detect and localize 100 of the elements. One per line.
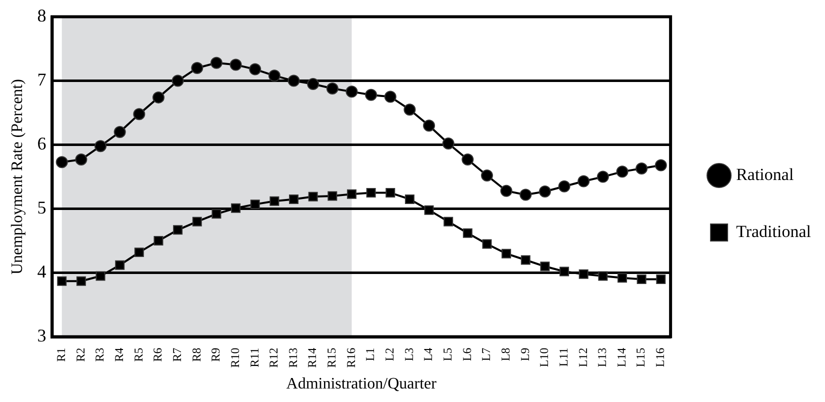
point <box>596 170 609 183</box>
point <box>500 184 512 197</box>
point <box>94 140 107 152</box>
point <box>560 266 570 276</box>
x-tick-label: R11 <box>247 348 262 368</box>
point <box>76 276 86 286</box>
point <box>231 203 241 213</box>
legend-label: Rational <box>736 164 794 184</box>
point <box>249 63 262 76</box>
point <box>520 188 532 201</box>
x-axis-title: Administration/Quarter <box>286 376 438 393</box>
x-tick-label: R14 <box>305 348 320 368</box>
x-tick-label: L1 <box>363 348 378 362</box>
y-tick-label: 3 <box>37 326 46 346</box>
x-tick-label: L4 <box>421 348 436 362</box>
x-tick-label: L14 <box>614 348 628 368</box>
x-tick-label: R10 <box>228 348 242 368</box>
point <box>210 56 222 69</box>
point <box>520 255 530 265</box>
x-tick-label: L7 <box>479 348 494 362</box>
point <box>152 91 164 104</box>
point <box>250 200 260 210</box>
point <box>636 162 648 174</box>
x-tick-label: R2 <box>73 348 88 362</box>
point <box>502 248 512 258</box>
point <box>307 78 320 90</box>
y-tick-label: 4 <box>37 262 46 282</box>
x-tick-label: L9 <box>518 348 532 362</box>
x-tick-label: R5 <box>131 348 146 362</box>
point <box>480 170 493 182</box>
point <box>75 154 88 166</box>
y-tick-label: 7 <box>37 70 46 90</box>
point <box>346 189 356 199</box>
point <box>172 74 184 87</box>
x-tick-label: R15 <box>324 348 339 368</box>
point <box>289 194 298 204</box>
point <box>365 88 378 101</box>
point <box>134 248 144 258</box>
point <box>133 108 146 120</box>
point <box>462 228 472 238</box>
point <box>230 58 242 71</box>
point <box>96 271 106 281</box>
y-tick-label: 5 <box>37 198 46 218</box>
point <box>192 216 202 226</box>
point <box>212 209 222 219</box>
point <box>386 188 396 198</box>
x-tick-label: R7 <box>170 348 184 362</box>
x-tick-label: L15 <box>634 348 648 368</box>
x-tick-label: R3 <box>92 348 107 362</box>
point <box>442 138 454 150</box>
x-tick-label: R8 <box>189 348 204 362</box>
x-tick-label: L11 <box>556 348 570 367</box>
x-tick-label: L3 <box>402 348 416 362</box>
point <box>404 104 416 116</box>
point <box>578 269 588 279</box>
y-tick-label: 6 <box>37 134 46 154</box>
legend-label: Traditional <box>736 222 812 241</box>
point <box>540 262 550 272</box>
x-tick-label: L12 <box>576 348 590 368</box>
point <box>444 216 454 226</box>
point <box>578 175 590 188</box>
x-tick-label: L6 <box>460 348 474 362</box>
point <box>616 166 628 178</box>
y-tick-label: 8 <box>37 6 46 26</box>
point <box>618 273 627 283</box>
point <box>57 276 67 286</box>
point <box>328 191 338 201</box>
point <box>482 239 492 249</box>
point <box>154 236 164 246</box>
point <box>56 156 68 168</box>
point <box>173 225 183 235</box>
point <box>598 271 608 281</box>
x-tick-label: R9 <box>208 348 223 362</box>
point <box>191 62 204 74</box>
point <box>115 260 125 270</box>
y-axis-title: Unemployment Rate (Percent) <box>8 79 26 275</box>
x-tick-label: L16 <box>653 348 668 368</box>
x-tick-label: L10 <box>537 348 552 368</box>
point <box>114 126 126 138</box>
point <box>270 196 280 206</box>
point <box>538 186 551 198</box>
point <box>423 120 436 132</box>
x-tick-label: L5 <box>440 348 454 362</box>
x-tick-label: L13 <box>595 348 610 368</box>
point <box>656 274 666 284</box>
point <box>308 192 318 202</box>
point <box>462 154 474 166</box>
point <box>346 86 358 98</box>
x-tick-label: R12 <box>266 348 281 368</box>
point <box>366 188 376 198</box>
x-tick-label: R16 <box>344 348 358 368</box>
point <box>384 90 396 103</box>
x-tick-label: R13 <box>286 348 300 368</box>
x-tick-label: L8 <box>498 348 512 362</box>
point <box>636 274 646 284</box>
point <box>424 205 434 215</box>
x-tick-label: R4 <box>112 348 126 362</box>
x-tick-label: R1 <box>54 348 68 362</box>
point <box>558 180 570 192</box>
x-tick-label: L2 <box>382 348 397 362</box>
